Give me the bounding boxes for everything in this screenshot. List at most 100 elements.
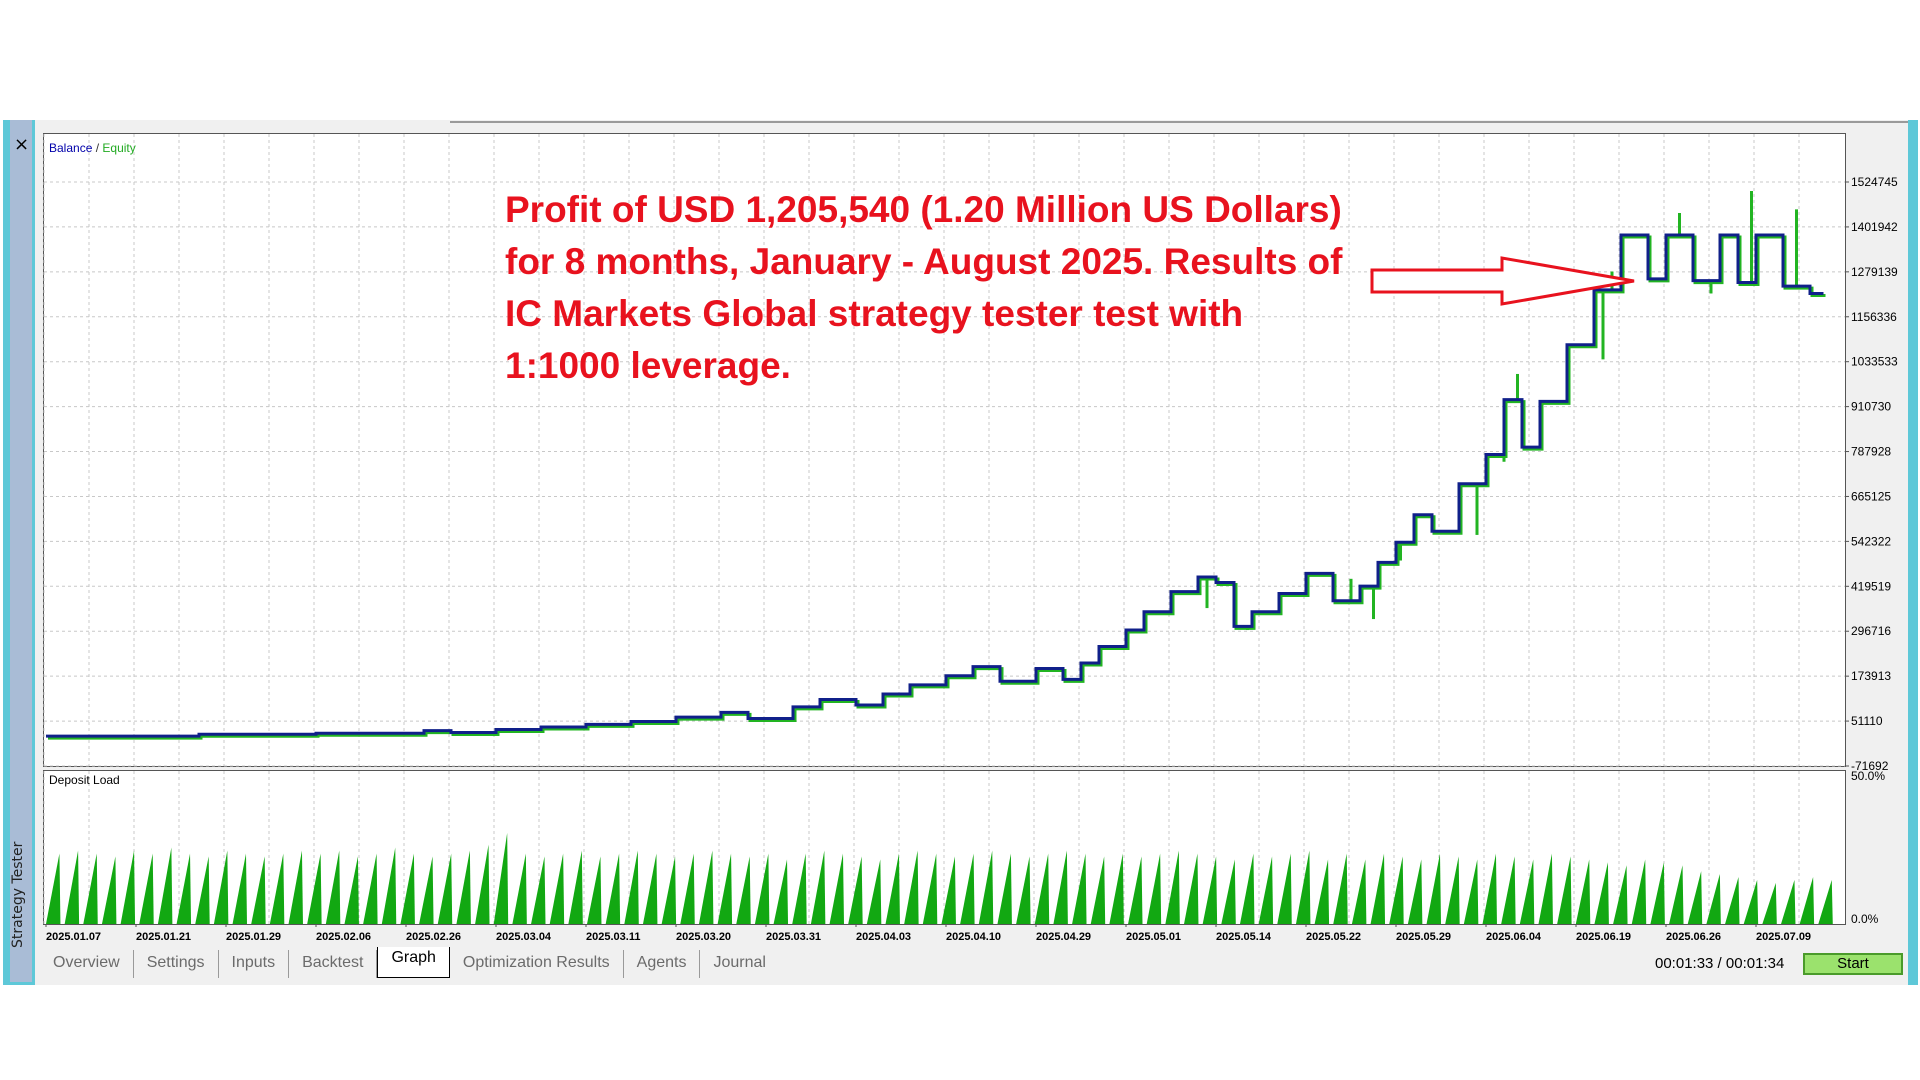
deposit-load-tooth (1463, 859, 1479, 924)
deposit-load-tooth (1277, 853, 1292, 924)
annotation-arrow (1370, 256, 1635, 306)
deposit-load-tooth (101, 856, 117, 924)
deposit-load-tooth (456, 850, 471, 924)
deposit-load-tooth (419, 856, 434, 924)
deposit-load-tooth (810, 850, 826, 924)
deposit-load-tooth (139, 853, 154, 924)
deposit-load-tooth (624, 850, 639, 924)
deposit-load-tooth (1669, 865, 1684, 924)
y-tick-label: -71692 (1851, 759, 1889, 773)
y-tick-label: 296716 (1851, 624, 1891, 638)
legend-equity-label: Equity (102, 141, 136, 155)
x-tick-label: 2025.01.21 (136, 931, 191, 943)
deposit-load-tooth (344, 856, 359, 924)
profit-annotation: Profit of USD 1,205,540 (1.20 Million US… (505, 189, 1343, 386)
deposit-load-tooth (1240, 853, 1255, 924)
deposit-load-tooth (1762, 882, 1777, 924)
deposit-load-tooth (1650, 862, 1665, 924)
deposit-load-tooth (997, 853, 1012, 924)
deposit-load-tooth (512, 853, 527, 924)
deposit-load-tooth (1202, 856, 1218, 924)
deposit-load-tooth (568, 850, 583, 924)
tab-optimization-results[interactable]: Optimization Results (450, 950, 624, 978)
x-tick-label: 2025.05.01 (1126, 931, 1181, 943)
deposit-load-tooth (1426, 853, 1441, 924)
y-tick-label: 1279139 (1851, 265, 1898, 279)
tab-backtest[interactable]: Backtest (289, 950, 378, 978)
x-tick-label: 2025.07.09 (1756, 931, 1811, 943)
deposit-load-tooth (120, 850, 136, 924)
load-y-tick-label: 50.0% (1851, 769, 1885, 783)
deposit-load-tooth (773, 859, 789, 924)
x-tick-label: 2025.03.11 (586, 931, 640, 943)
deposit-load-tooth (1314, 859, 1330, 924)
deposit-load-tooth (46, 853, 61, 924)
y-tick-label: 1156336 (1851, 310, 1897, 324)
deposit-load-tooth (904, 850, 919, 924)
vertical-title-bar (10, 120, 32, 982)
deposit-load-tooth (1445, 856, 1460, 924)
deposit-load-tooth (1781, 879, 1796, 924)
deposit-load-tooth (829, 853, 844, 924)
deposit-load-tooth (400, 853, 415, 924)
x-tick-label: 2025.06.19 (1576, 931, 1631, 943)
legend-balance-label: Balance (49, 141, 93, 155)
deposit-load-tooth (848, 856, 863, 924)
deposit-load-tooth (1631, 859, 1647, 924)
deposit-load-tooth (1557, 856, 1572, 924)
x-tick-label: 2025.02.06 (316, 931, 371, 943)
deposit-load-tooth (1501, 856, 1516, 924)
x-tick-label: 2025.06.04 (1486, 931, 1542, 943)
deposit-load-tooth (307, 853, 322, 924)
deposit-load-tooth (325, 850, 341, 924)
deposit-load-tooth (437, 853, 453, 924)
deposit-load-tooth (885, 853, 900, 924)
tab-journal[interactable]: Journal (713, 954, 766, 971)
deposit-load-tooth (698, 850, 714, 924)
tab-agents[interactable]: Agents (624, 950, 701, 978)
deposit-load-tooth (754, 853, 770, 924)
deposit-load-tooth (661, 856, 677, 924)
tab-inputs[interactable]: Inputs (219, 950, 290, 978)
deposit-load-tooth (1333, 853, 1348, 924)
deposit-load-tooth (1109, 853, 1124, 924)
x-tick-label: 2025.05.22 (1306, 931, 1361, 943)
deposit-load-tooth (1743, 879, 1759, 924)
tester-tabs: Overview Settings Inputs Backtest Graph … (40, 947, 779, 978)
x-tick-label: 2025.05.14 (1216, 931, 1272, 943)
deposit-load-tooth (251, 856, 266, 924)
deposit-load-tooth (1389, 856, 1404, 924)
deposit-load-tooth (866, 859, 882, 924)
start-button[interactable]: Start (1803, 953, 1903, 975)
deposit-load-tooth (1128, 856, 1143, 924)
y-tick-label: 787928 (1851, 445, 1891, 459)
deposit-load-bars (46, 832, 1833, 924)
tab-overview[interactable]: Overview (40, 950, 134, 978)
deposit-load-tooth (493, 832, 509, 924)
deposit-load-tooth (1072, 853, 1087, 924)
elapsed-timer: 00:01:33 / 00:01:34 (1655, 955, 1785, 972)
close-icon[interactable]: × (14, 134, 30, 155)
y-tick-label: 665125 (1851, 489, 1891, 503)
deposit-load-tooth (1034, 853, 1050, 924)
deposit-load-tooth (978, 850, 994, 924)
x-tick-label: 2025.04.10 (946, 931, 1001, 943)
tab-graph[interactable]: Graph (377, 947, 450, 978)
y-tick-label: 51110 (1851, 714, 1883, 728)
y-tick-label: 542322 (1851, 534, 1891, 548)
x-tick-label: 2025.03.20 (676, 931, 731, 943)
deposit-load-tooth (643, 853, 658, 924)
deposit-load-tooth (1146, 853, 1162, 924)
deposit-load-tooth (1594, 862, 1609, 924)
deposit-load-tooth (195, 856, 210, 924)
deposit-load-tooth (1687, 871, 1703, 924)
deposit-load-tooth (549, 853, 565, 924)
tab-settings[interactable]: Settings (134, 950, 219, 978)
deposit-load-tooth (475, 844, 490, 924)
y-tick-label: 419519 (1851, 579, 1891, 593)
x-tick-label: 2025.05.29 (1396, 931, 1451, 943)
deposit-load-tooth (1351, 859, 1367, 924)
deposit-load-tooth (1706, 874, 1721, 924)
deposit-load-tooth (1184, 853, 1199, 924)
load-grid (43, 771, 1800, 924)
